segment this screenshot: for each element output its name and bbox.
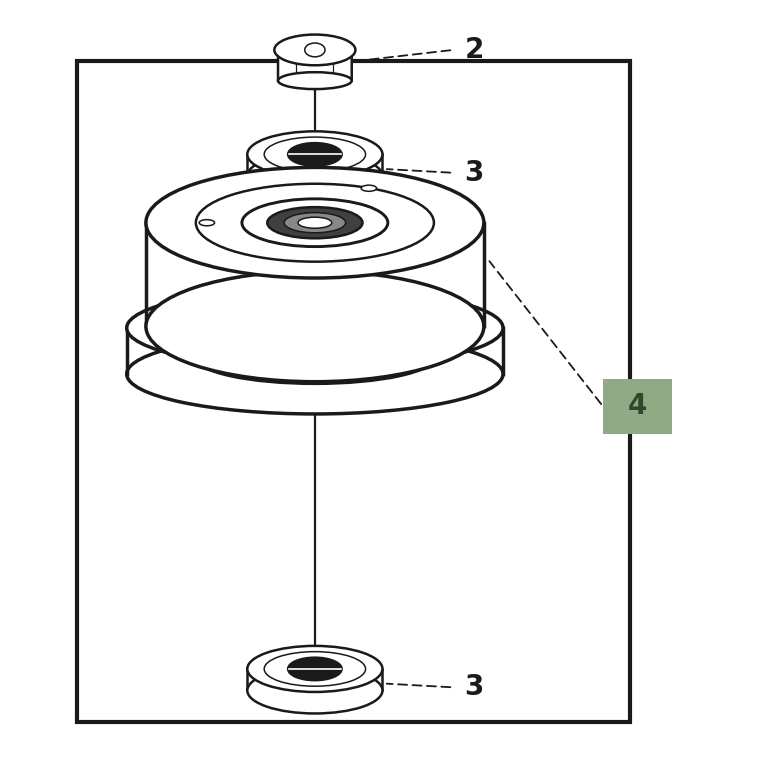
Polygon shape: [278, 37, 352, 85]
Text: eReplacementParts: eReplacementParts: [266, 378, 395, 390]
Ellipse shape: [288, 657, 342, 680]
Ellipse shape: [274, 35, 356, 65]
Bar: [77, 61, 630, 722]
Ellipse shape: [278, 72, 352, 89]
Ellipse shape: [146, 167, 484, 278]
Ellipse shape: [146, 271, 484, 382]
Text: 2: 2: [465, 36, 484, 64]
Text: 3: 3: [465, 674, 484, 701]
Ellipse shape: [196, 332, 434, 384]
Text: .com: .com: [315, 406, 346, 416]
Ellipse shape: [196, 302, 434, 354]
Ellipse shape: [377, 349, 391, 355]
Ellipse shape: [127, 334, 503, 414]
Text: 3: 3: [465, 159, 484, 187]
Ellipse shape: [199, 220, 214, 226]
Ellipse shape: [284, 213, 346, 233]
Ellipse shape: [196, 184, 434, 262]
Ellipse shape: [264, 651, 366, 687]
Ellipse shape: [288, 143, 342, 166]
Ellipse shape: [298, 217, 332, 228]
Ellipse shape: [247, 131, 382, 177]
Ellipse shape: [247, 667, 382, 713]
Ellipse shape: [247, 153, 382, 199]
Bar: [603, 379, 672, 434]
Ellipse shape: [361, 185, 376, 191]
Ellipse shape: [267, 207, 362, 238]
Ellipse shape: [305, 43, 325, 57]
Ellipse shape: [264, 137, 366, 171]
Ellipse shape: [247, 646, 382, 692]
Ellipse shape: [127, 288, 503, 368]
Ellipse shape: [242, 199, 388, 247]
Ellipse shape: [239, 332, 253, 337]
Text: 4: 4: [627, 392, 647, 420]
